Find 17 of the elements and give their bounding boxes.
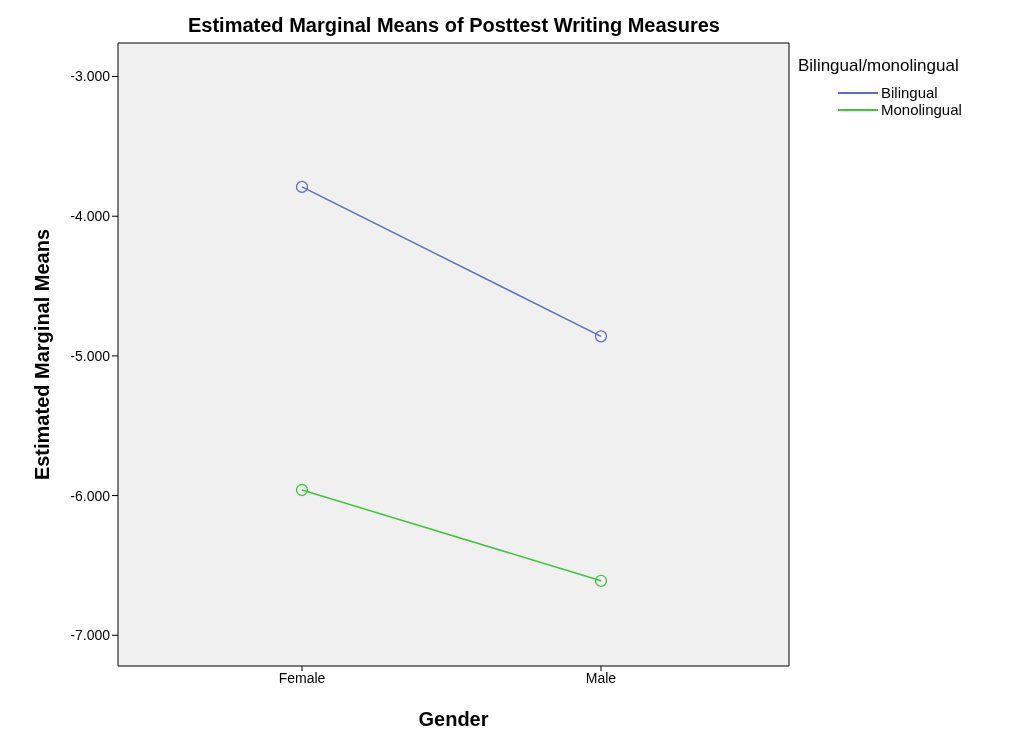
x-tick-label: Male xyxy=(585,669,617,686)
y-tick-label: -5.000 xyxy=(70,347,111,364)
x-tick-label: Female xyxy=(278,669,326,686)
x-axis-title: Gender xyxy=(418,708,489,730)
y-tick-label: -7.000 xyxy=(70,627,111,644)
y-axis-title: Estimated Marginal Means xyxy=(31,228,54,481)
point xyxy=(594,330,608,343)
legend-label: Monolingual xyxy=(880,101,962,118)
chart-title: Estimated Marginal Means of Posttest Writing Measures xyxy=(187,14,721,37)
legend-label: Bilingual xyxy=(880,84,939,101)
y-tick-label: -4.000 xyxy=(70,208,111,225)
legend-title: Bilingual/monolingual xyxy=(798,56,960,76)
point xyxy=(295,180,309,194)
y-tick-label: -6.000 xyxy=(70,487,111,504)
y-tick-label: -3.000 xyxy=(70,68,111,85)
point xyxy=(594,574,608,587)
point xyxy=(295,483,309,497)
